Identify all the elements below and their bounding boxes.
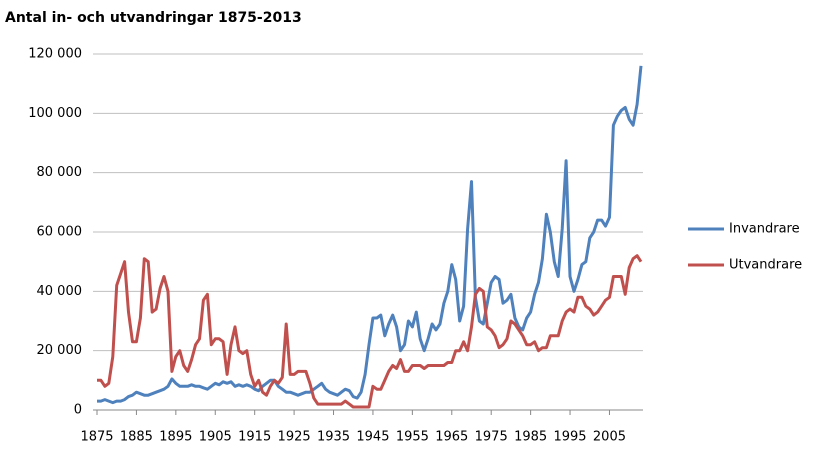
x-tick-label: 1965: [435, 430, 468, 445]
x-tick-label: 1975: [475, 430, 508, 445]
x-tick-label: 1905: [199, 430, 232, 445]
legend-label: Invandrare: [729, 222, 800, 237]
x-tick-label: 1885: [120, 430, 153, 445]
x-tick-label: 1935: [317, 430, 350, 445]
series-line: [97, 65, 643, 405]
x-tick-label: 1915: [238, 430, 271, 445]
legend-label: Utvandrare: [729, 258, 802, 273]
series-line: [97, 254, 643, 409]
y-tick-label: 20 000: [37, 343, 83, 358]
y-tick-label: 80 000: [37, 165, 83, 180]
chart-title: Antal in- och utvandringar 1875-2013: [5, 10, 302, 26]
x-tick-label: 1925: [278, 430, 311, 445]
y-tick-label: 40 000: [37, 284, 83, 299]
x-tick-label: 1995: [553, 430, 586, 445]
x-tick-label: 1875: [80, 430, 113, 445]
x-tick-label: 1955: [396, 430, 429, 445]
x-tick-label: 1945: [356, 430, 389, 445]
y-tick-label: 0: [74, 403, 82, 418]
x-tick-label: 2005: [593, 430, 626, 445]
y-tick-label: 60 000: [37, 225, 83, 240]
x-tick-label: 1895: [159, 430, 192, 445]
x-tick-label: 1985: [514, 430, 547, 445]
y-tick-label: 100 000: [28, 106, 82, 121]
y-tick-label: 120 000: [28, 47, 82, 62]
